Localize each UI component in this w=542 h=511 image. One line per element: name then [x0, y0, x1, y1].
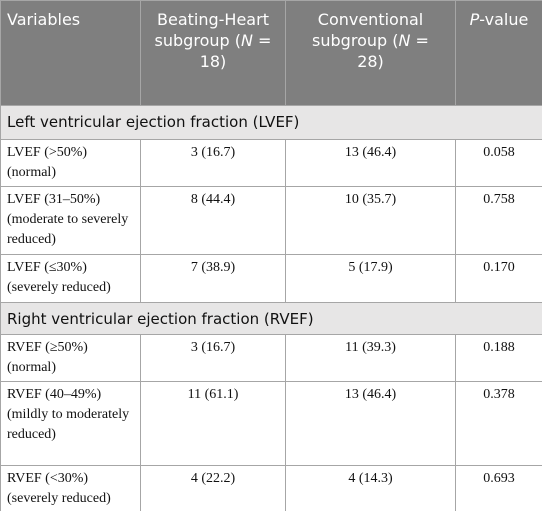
data-cell: 0.170 [455, 254, 542, 303]
header-run: Conventional subgroup ( [312, 10, 424, 50]
header-row: Variables Beating-Heart subgroup (N = 18)… [0, 0, 542, 106]
header-cell: P-value [455, 0, 542, 106]
data-cell: LVEF (>50%) (normal) [0, 139, 141, 187]
header-text: P-value [462, 9, 536, 30]
data-cell: RVEF (≥50%) (normal) [0, 334, 141, 382]
data-cell: 11 (39.3) [285, 334, 456, 382]
data-row: LVEF (>50%) (normal) 3 (16.7) 13 (46.4) 0.0… [0, 139, 542, 187]
data-cell: 4 (22.2) [140, 465, 286, 511]
data-cell: RVEF (<30%) (severely reduced) [0, 465, 141, 511]
section-title: Left ventricular ejection fraction (LVEF… [0, 105, 542, 140]
header-run: N [240, 31, 253, 50]
data-cell: 13 (46.4) [285, 381, 456, 466]
header-run: P [469, 10, 480, 29]
data-cell: 0.378 [455, 381, 542, 466]
data-cell: 13 (46.4) [285, 139, 456, 187]
header-run: = 28) [357, 31, 429, 71]
header-run: Variables [7, 10, 81, 29]
data-cell: RVEF (40–49%) (mildly to moderately redu… [0, 381, 141, 466]
data-row: LVEF (≤30%) (severely reduced) 7 (38.9) 5 … [0, 254, 542, 303]
header-cell: Beating-Heart subgroup (N = 18) [140, 0, 286, 106]
data-cell: 0.188 [455, 334, 542, 382]
data-cell: 5 (17.9) [285, 254, 456, 303]
header-run: -value [479, 10, 529, 29]
header-text: Beating-Heart subgroup (N = 18) [153, 9, 273, 72]
data-cell: 10 (35.7) [285, 186, 456, 255]
header-run: N [398, 31, 411, 50]
data-cell: 4 (14.3) [285, 465, 456, 511]
data-cell: 7 (38.9) [140, 254, 286, 303]
data-cell: 0.758 [455, 186, 542, 255]
header-cell: Variables [0, 0, 141, 106]
header-run: = 18) [199, 31, 272, 71]
data-row: LVEF (31–50%) (moderate to severely redu… [0, 186, 542, 255]
header-text: Variables [7, 9, 134, 30]
data-cell: LVEF (31–50%) (moderate to severely redu… [0, 186, 141, 255]
data-cell: 3 (16.7) [140, 139, 286, 187]
header-cell: Conventional subgroup (N = 28) [285, 0, 456, 106]
data-cell: LVEF (≤30%) (severely reduced) [0, 254, 141, 303]
header-run: Beating-Heart subgroup ( [154, 10, 269, 50]
section-row: Left ventricular ejection fraction (LVEF… [0, 105, 542, 140]
data-cell: 3 (16.7) [140, 334, 286, 382]
data-cell: 11 (61.1) [140, 381, 286, 466]
header-text: Conventional subgroup (N = 28) [306, 9, 436, 72]
data-row: RVEF (<30%) (severely reduced) 4 (22.2) 4 … [0, 465, 542, 511]
data-cell: 0.693 [455, 465, 542, 511]
data-cell: 0.058 [455, 139, 542, 187]
data-row: RVEF (40–49%) (mildly to moderately redu… [0, 381, 542, 466]
section-row: Right ventricular ejection fraction (RVE… [0, 302, 542, 335]
section-title: Right ventricular ejection fraction (RVE… [0, 302, 542, 335]
data-cell: 8 (44.4) [140, 186, 286, 255]
data-row: RVEF (≥50%) (normal) 3 (16.7) 11 (39.3) 0.1… [0, 334, 542, 382]
